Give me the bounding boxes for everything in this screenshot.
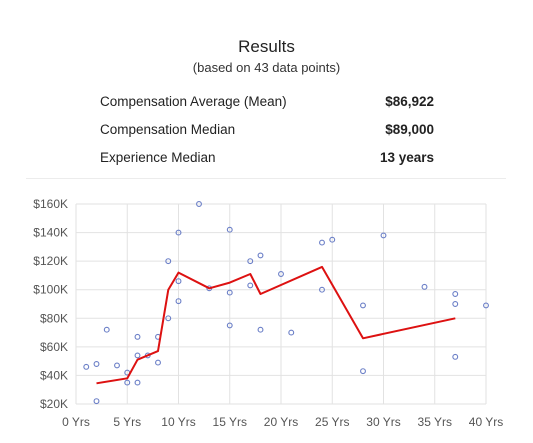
data-point <box>257 252 264 259</box>
compensation-experience-chart: $20K $40K $60K $80K $100K $120K $140K $160K 0 Y… <box>33 197 503 429</box>
data-point <box>319 286 325 293</box>
data-point <box>114 362 120 369</box>
y-tick-label: $80K <box>40 311 68 325</box>
data-point <box>452 353 459 360</box>
data-point <box>288 329 295 336</box>
data-point <box>175 278 182 285</box>
stat-value: $89,000 <box>385 122 434 137</box>
data-point <box>155 359 161 366</box>
y-tick-label: $120K <box>33 254 68 268</box>
data-point <box>452 291 459 297</box>
data-point <box>175 298 182 305</box>
data-point <box>421 283 428 290</box>
data-point <box>134 333 141 340</box>
data-point <box>452 301 459 307</box>
y-tick-label: $100K <box>33 283 68 297</box>
grid <box>75 203 487 405</box>
stat-label: Compensation Median <box>100 122 236 137</box>
stat-row-median: Compensation Median $89,000 <box>100 122 434 142</box>
data-point <box>124 379 131 386</box>
scatter-series <box>83 201 489 405</box>
stat-label: Compensation Average (Mean) <box>100 94 287 109</box>
x-tick-label: 35 Yrs <box>418 415 452 429</box>
data-point <box>175 229 182 236</box>
stat-row-experience: Experience Median 13 years <box>100 150 434 170</box>
stat-row-average: Compensation Average (Mean) $86,922 <box>100 94 434 114</box>
data-point <box>380 232 387 239</box>
median-line <box>96 265 456 385</box>
data-point <box>483 302 489 309</box>
data-point <box>165 315 172 322</box>
stat-value: $86,922 <box>385 94 434 109</box>
x-tick-label: 5 Yrs <box>113 415 141 429</box>
x-tick-label: 0 Yrs <box>62 415 90 429</box>
x-tick-label: 25 Yrs <box>315 415 349 429</box>
data-point <box>257 326 264 333</box>
x-axis-ticks: 0 Yrs 5 Yrs 10 Yrs 15 Yrs 20 Yrs 25 Yrs 30 Yrs… <box>62 415 503 429</box>
data-point <box>165 258 172 265</box>
data-point <box>360 368 366 375</box>
data-point <box>134 352 141 359</box>
data-point <box>93 398 100 405</box>
results-title: Results <box>238 37 295 56</box>
divider <box>26 178 506 179</box>
data-point <box>134 379 141 386</box>
y-tick-label: $140K <box>33 226 68 240</box>
data-point <box>278 271 284 277</box>
x-tick-label: 15 Yrs <box>213 415 247 429</box>
x-tick-label: 10 Yrs <box>161 415 195 429</box>
stat-value: 13 years <box>379 150 434 165</box>
data-point <box>226 226 233 233</box>
x-tick-label: 40 Yrs <box>469 415 503 429</box>
x-tick-label: 30 Yrs <box>366 415 400 429</box>
y-tick-label: $160K <box>33 197 68 211</box>
data-point <box>226 289 233 296</box>
y-tick-label: $40K <box>40 368 68 382</box>
median-line-series <box>96 265 456 385</box>
x-tick-label: 20 Yrs <box>264 415 298 429</box>
results-subtitle: (based on 43 data points) <box>192 60 341 75</box>
data-point <box>226 322 233 329</box>
stat-label: Experience Median <box>100 150 216 165</box>
y-axis-ticks: $20K $40K $60K $80K $100K $120K $140K $160K <box>33 197 68 411</box>
y-tick-label: $20K <box>40 397 68 411</box>
data-point <box>93 361 100 367</box>
data-point <box>329 236 336 243</box>
y-tick-label: $60K <box>40 340 68 354</box>
data-point <box>247 282 254 289</box>
data-point <box>247 258 254 265</box>
data-point <box>319 239 325 246</box>
data-point <box>360 302 366 309</box>
data-point <box>103 326 110 333</box>
data-point <box>196 201 202 207</box>
data-point <box>83 363 90 370</box>
